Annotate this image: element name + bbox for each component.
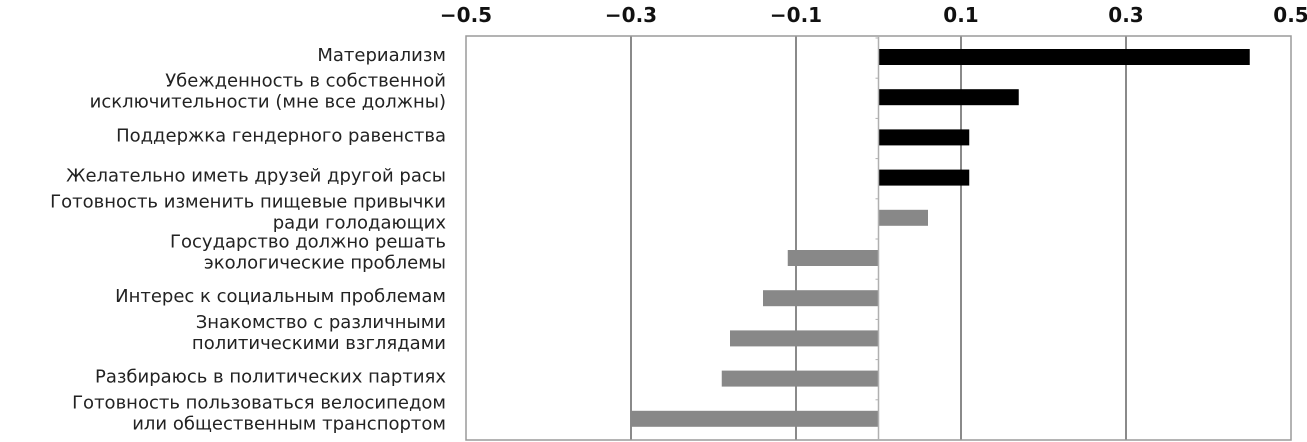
category-label: экологические проблемы [204, 253, 446, 274]
category-label: ради голодающих [273, 212, 447, 233]
bar [787, 250, 879, 266]
bar [763, 290, 879, 307]
category-label: Государство должно решать [170, 232, 446, 253]
x-tick-label: −0.5 [440, 3, 492, 27]
category-label: или общественным транспортом [132, 413, 446, 434]
category-label: Поддержка гендерного равенства [116, 125, 446, 146]
bar [878, 169, 970, 186]
category-label: Интерес к социальным проблемам [115, 286, 446, 307]
x-axis-ticks: −0.5 −0.3 −0.1 0.1 0.3 0.5 [440, 3, 1307, 27]
bar [878, 129, 970, 146]
category-label: исключительности (мне все должны) [90, 92, 446, 113]
bar [721, 370, 879, 387]
x-tick-label: −0.1 [770, 3, 822, 27]
x-tick-label: 0.3 [1108, 3, 1143, 27]
category-label: Готовность пользоваться велосипедом [72, 392, 446, 413]
category-label: Желательно иметь друзей другой расы [66, 166, 446, 187]
category-label: Разбираюсь в политических партиях [95, 367, 446, 388]
category-labels: Материализм Убежденность в собственнойиск… [50, 45, 446, 434]
bar [878, 209, 928, 226]
category-label: политическими взглядами [192, 333, 446, 354]
bar [878, 89, 1019, 106]
bars [631, 37, 1250, 427]
bar [730, 330, 879, 347]
category-label: Материализм [317, 45, 446, 66]
x-tick-label: −0.3 [605, 3, 657, 27]
category-label: Убежденность в собственной [165, 71, 446, 92]
bar [878, 49, 1250, 65]
x-tick-label: 0.5 [1273, 3, 1307, 27]
bar [631, 410, 879, 427]
x-tick-label: 0.1 [943, 3, 978, 27]
category-label: Знакомство с различными [196, 312, 446, 333]
category-label: Готовность изменить пищевые привычки [50, 191, 446, 212]
